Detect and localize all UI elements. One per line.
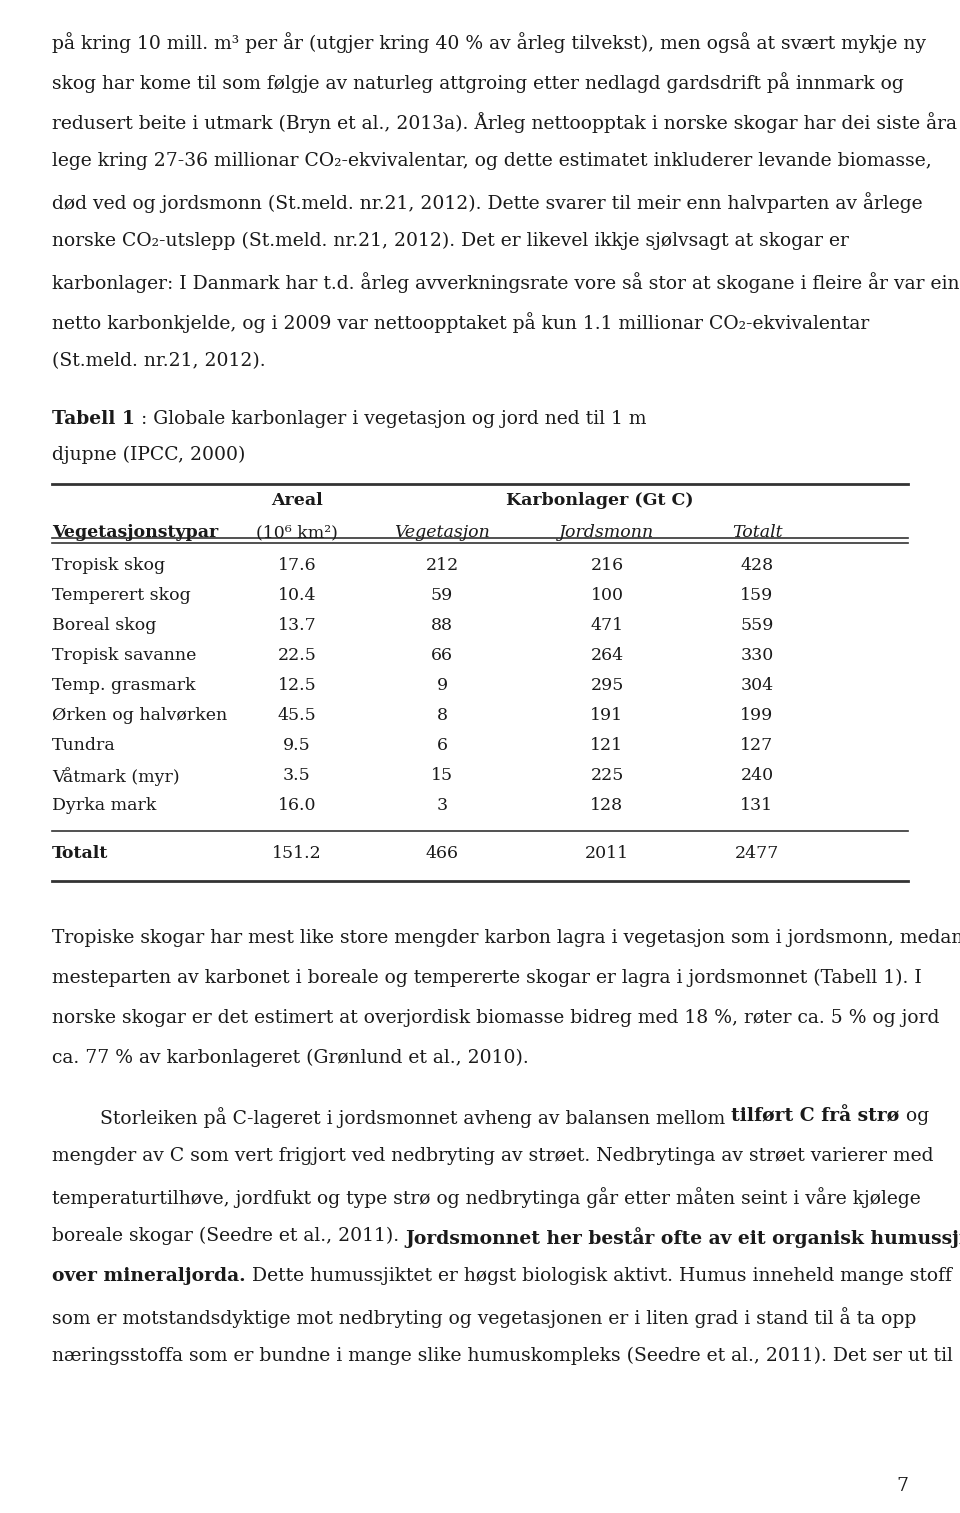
Text: Jordsmonnet her består ofte av eit organisk humussjikt: Jordsmonnet her består ofte av eit organ… (405, 1227, 960, 1248)
Text: 466: 466 (425, 844, 459, 862)
Text: 2011: 2011 (585, 844, 629, 862)
Text: 13.7: 13.7 (277, 617, 317, 634)
Text: Boreal skog: Boreal skog (52, 617, 156, 634)
Text: 100: 100 (590, 587, 623, 604)
Text: og: og (900, 1108, 928, 1126)
Text: over mineraljorda.: over mineraljorda. (52, 1266, 246, 1285)
Text: norske skogar er det estimert at overjordisk biomasse bidreg med 18 %, røter ca.: norske skogar er det estimert at overjor… (52, 1009, 940, 1027)
Text: Dette humussjiktet er høgst biologisk aktivt. Humus inneheld mange stoff: Dette humussjiktet er høgst biologisk ak… (246, 1266, 951, 1285)
Text: 225: 225 (590, 767, 624, 784)
Text: Temperert skog: Temperert skog (52, 587, 191, 604)
Text: 191: 191 (590, 707, 624, 725)
Text: Tropisk skog: Tropisk skog (52, 557, 165, 573)
Text: 15: 15 (431, 767, 453, 784)
Text: 127: 127 (740, 737, 774, 753)
Text: 88: 88 (431, 617, 453, 634)
Text: 295: 295 (590, 676, 624, 694)
Text: på kring 10 mill. m³ per år (utgjer kring 40 % av årleg tilvekst), men også at s: på kring 10 mill. m³ per år (utgjer krin… (52, 32, 926, 53)
Text: tilført C frå strø: tilført C frå strø (732, 1108, 900, 1126)
Text: Vegetasjonstypar: Vegetasjonstypar (52, 523, 218, 542)
Text: Jordsmonn: Jordsmonn (560, 523, 655, 542)
Text: 17.6: 17.6 (277, 557, 316, 573)
Text: 151.2: 151.2 (272, 844, 322, 862)
Text: (10⁶ km²): (10⁶ km²) (256, 523, 338, 542)
Text: Tropiske skogar har mest like store mengder karbon lagra i vegetasjon som i jord: Tropiske skogar har mest like store meng… (52, 929, 960, 947)
Text: 471: 471 (590, 617, 624, 634)
Text: boreale skogar (Seedre et al., 2011).: boreale skogar (Seedre et al., 2011). (52, 1227, 405, 1245)
Text: 199: 199 (740, 707, 774, 725)
Text: næringsstoffa som er bundne i mange slike humuskompleks (Seedre et al., 2011). D: næringsstoffa som er bundne i mange slik… (52, 1347, 953, 1365)
Text: 8: 8 (437, 707, 447, 725)
Text: 16.0: 16.0 (277, 797, 316, 814)
Text: Areal: Areal (271, 492, 323, 508)
Text: karbonlager: I Danmark har t.d. årleg avverkningsrate vore så stor at skogane i : karbonlager: I Danmark har t.d. årleg av… (52, 272, 959, 294)
Text: Våtmark (myr): Våtmark (myr) (52, 767, 180, 785)
Text: 304: 304 (740, 676, 774, 694)
Text: 45.5: 45.5 (277, 707, 317, 725)
Text: 216: 216 (590, 557, 624, 573)
Text: Totalt: Totalt (732, 523, 782, 542)
Text: djupne (IPCC, 2000): djupne (IPCC, 2000) (52, 446, 246, 464)
Text: Vegetasjon: Vegetasjon (394, 523, 490, 542)
Text: 9.5: 9.5 (283, 737, 311, 753)
Text: 10.4: 10.4 (277, 587, 316, 604)
Text: Ørken og halvørken: Ørken og halvørken (52, 707, 228, 725)
Text: 59: 59 (431, 587, 453, 604)
Text: 22.5: 22.5 (277, 648, 317, 664)
Text: lege kring 27-36 millionar CO₂-ekvivalentar, og dette estimatet inkluderer levan: lege kring 27-36 millionar CO₂-ekvivalen… (52, 151, 932, 169)
Text: 3.5: 3.5 (283, 767, 311, 784)
Text: 240: 240 (740, 767, 774, 784)
Text: 264: 264 (590, 648, 624, 664)
Text: mesteparten av karbonet i boreale og tempererte skogar er lagra i jordsmonnet (T: mesteparten av karbonet i boreale og tem… (52, 968, 922, 988)
Text: norske CO₂-utslepp (St.meld. nr.21, 2012). Det er likevel ikkje sjølvsagt at sko: norske CO₂-utslepp (St.meld. nr.21, 2012… (52, 231, 849, 250)
Text: død ved og jordsmonn (St.meld. nr.21, 2012). Dette svarer til meir enn halvparte: død ved og jordsmonn (St.meld. nr.21, 20… (52, 192, 923, 213)
Text: 212: 212 (425, 557, 459, 573)
Text: som er motstandsdyktige mot nedbryting og vegetasjonen er i liten grad i stand t: som er motstandsdyktige mot nedbryting o… (52, 1307, 917, 1328)
Text: skog har kome til som følgje av naturleg attgroing etter nedlagd gardsdrift på i: skog har kome til som følgje av naturleg… (52, 73, 903, 92)
Text: 9: 9 (437, 676, 447, 694)
Text: 159: 159 (740, 587, 774, 604)
Text: 559: 559 (740, 617, 774, 634)
Text: netto karbonkjelde, og i 2009 var nettoopptaket på kun 1.1 millionar CO₂-ekvival: netto karbonkjelde, og i 2009 var nettoo… (52, 312, 869, 333)
Text: Tabell 1: Tabell 1 (52, 410, 135, 428)
Text: 7: 7 (896, 1477, 908, 1495)
Text: 3: 3 (437, 797, 447, 814)
Text: Temp. grasmark: Temp. grasmark (52, 676, 196, 694)
Text: 128: 128 (590, 797, 624, 814)
Text: 6: 6 (437, 737, 447, 753)
Text: Dyrka mark: Dyrka mark (52, 797, 156, 814)
Text: 330: 330 (740, 648, 774, 664)
Text: 12.5: 12.5 (277, 676, 317, 694)
Text: Tropisk savanne: Tropisk savanne (52, 648, 197, 664)
Text: Tundra: Tundra (52, 737, 116, 753)
Text: mengder av C som vert frigjort ved nedbryting av strøet. Nedbrytinga av strøet v: mengder av C som vert frigjort ved nedbr… (52, 1147, 933, 1165)
Text: Karbonlager (Gt C): Karbonlager (Gt C) (506, 492, 693, 508)
Text: Totalt: Totalt (52, 844, 108, 862)
Text: Storleiken på C-lageret i jordsmonnet avheng av balansen mellom: Storleiken på C-lageret i jordsmonnet av… (52, 1108, 732, 1129)
Text: 428: 428 (740, 557, 774, 573)
Text: 66: 66 (431, 648, 453, 664)
Text: 121: 121 (590, 737, 624, 753)
Text: 131: 131 (740, 797, 774, 814)
Text: (St.meld. nr.21, 2012).: (St.meld. nr.21, 2012). (52, 353, 266, 371)
Text: ca. 77 % av karbonlageret (Grønlund et al., 2010).: ca. 77 % av karbonlageret (Grønlund et a… (52, 1049, 529, 1067)
Text: : Globale karbonlager i vegetasjon og jord ned til 1 m: : Globale karbonlager i vegetasjon og jo… (135, 410, 646, 428)
Text: redusert beite i utmark (Bryn et al., 2013a). Årleg nettoopptak i norske skogar : redusert beite i utmark (Bryn et al., 20… (52, 112, 957, 133)
Text: temperaturtilhøve, jordfukt og type strø og nedbrytinga går etter måten seint i : temperaturtilhøve, jordfukt og type strø… (52, 1188, 921, 1207)
Text: 2477: 2477 (734, 844, 780, 862)
